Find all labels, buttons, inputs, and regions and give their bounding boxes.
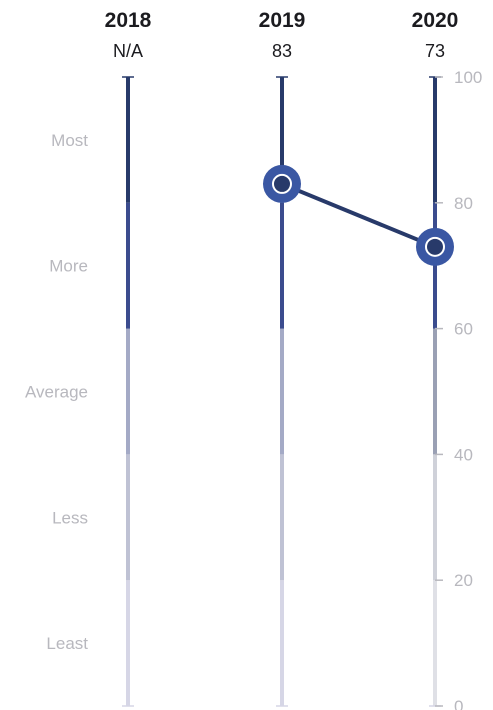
year-label-2019: 2019 [259,9,306,32]
y-axis-ticks: 0 20 40 60 80 100 [435,68,482,710]
band-label-least: Least [46,634,88,653]
value-label-2019: 83 [272,41,292,61]
series-connector [280,181,437,249]
value-label-2020: 73 [425,41,445,61]
data-points [263,164,454,266]
band-label-more: More [49,257,88,276]
y-tick-label-20: 20 [454,571,473,590]
band-labels: Least Less Average More Most [25,131,88,653]
data-point-core-2020 [425,236,445,257]
value-label-2018: N/A [113,41,143,61]
y-tick-label-80: 80 [454,194,473,213]
band-label-less: Less [52,508,88,527]
y-tick-label-40: 40 [454,445,473,464]
y-tick-label-100: 100 [454,68,482,87]
y-tick-label-60: 60 [454,320,473,339]
year-columns: 2018 N/A 2019 83 2020 73 [105,9,459,707]
series-line [280,181,437,249]
year-label-2020: 2020 [412,9,459,32]
year-label-2018: 2018 [105,9,152,32]
y-tick-label-0: 0 [454,697,463,710]
band-label-average: Average [25,383,88,402]
data-point-core-2019 [272,173,292,194]
band-label-most: Most [51,131,88,150]
